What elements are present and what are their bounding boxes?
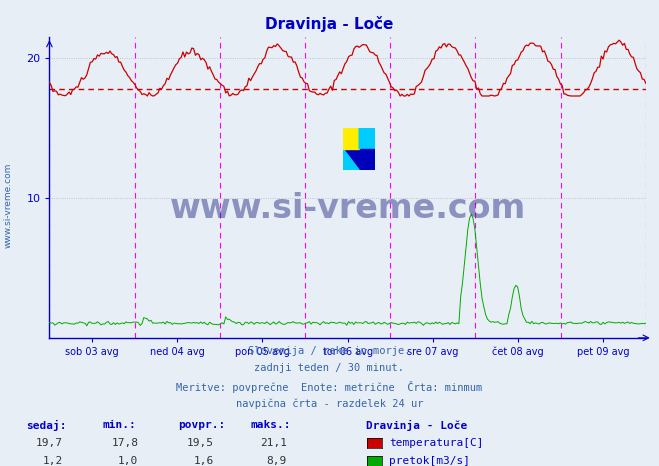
Text: Slovenija / reke in morje.: Slovenija / reke in morje.: [248, 346, 411, 356]
Text: Dravinja - Loče: Dravinja - Loče: [266, 16, 393, 32]
Text: 1,6: 1,6: [194, 456, 214, 466]
Text: 19,7: 19,7: [36, 438, 63, 448]
Text: 8,9: 8,9: [266, 456, 287, 466]
Text: 1,0: 1,0: [118, 456, 138, 466]
Text: 17,8: 17,8: [111, 438, 138, 448]
Text: min.:: min.:: [102, 420, 136, 430]
Text: navpična črta - razdelek 24 ur: navpična črta - razdelek 24 ur: [236, 399, 423, 410]
Text: Meritve: povprečne  Enote: metrične  Črta: minmum: Meritve: povprečne Enote: metrične Črta:…: [177, 381, 482, 393]
Text: 19,5: 19,5: [187, 438, 214, 448]
Polygon shape: [359, 128, 375, 149]
Text: Dravinja - Loče: Dravinja - Loče: [366, 420, 467, 432]
Polygon shape: [343, 128, 359, 149]
Text: povpr.:: povpr.:: [178, 420, 225, 430]
Text: zadnji teden / 30 minut.: zadnji teden / 30 minut.: [254, 363, 405, 373]
Text: sedaj:: sedaj:: [26, 420, 67, 432]
Bar: [359, 128, 375, 149]
Text: 21,1: 21,1: [260, 438, 287, 448]
Text: pretok[m3/s]: pretok[m3/s]: [389, 456, 470, 466]
Polygon shape: [343, 149, 375, 170]
Polygon shape: [343, 149, 359, 170]
Text: www.si-vreme.com: www.si-vreme.com: [3, 162, 13, 248]
Text: 1,2: 1,2: [42, 456, 63, 466]
Text: temperatura[C]: temperatura[C]: [389, 438, 483, 448]
Bar: [343, 128, 359, 149]
Text: www.si-vreme.com: www.si-vreme.com: [169, 192, 526, 225]
Text: maks.:: maks.:: [250, 420, 291, 430]
